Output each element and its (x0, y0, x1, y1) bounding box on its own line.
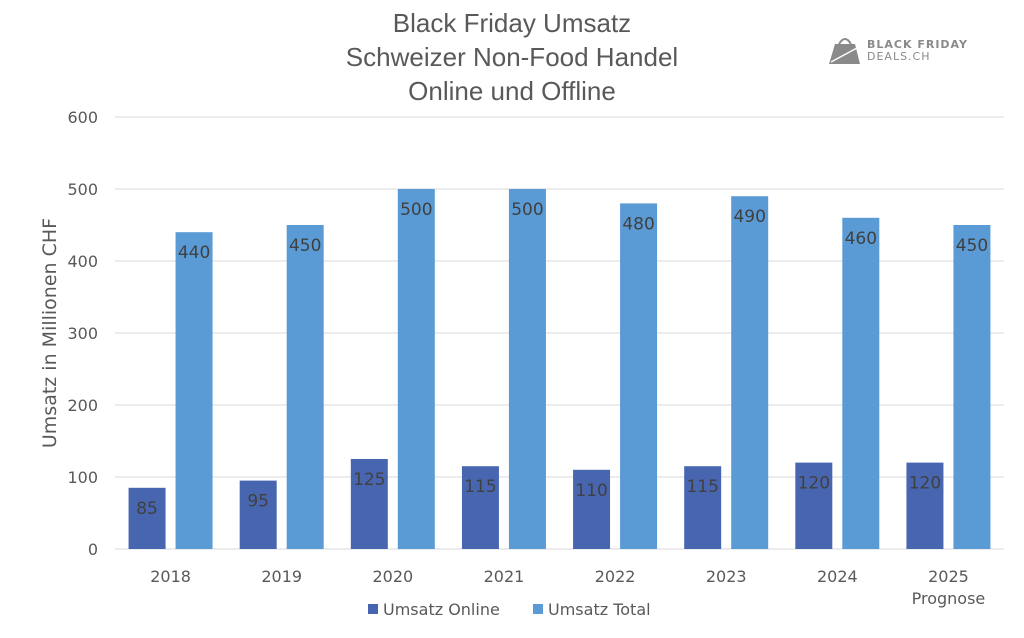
bar-total (508, 189, 546, 549)
x-tick-label: 2018 (150, 567, 191, 586)
logo: BLACK FRIDAY DEALS.CH (827, 36, 968, 66)
logo-line1: BLACK FRIDAY (867, 38, 968, 51)
bar-online (461, 466, 499, 549)
data-label: 450 (289, 236, 321, 256)
bar-total (620, 203, 658, 549)
y-tick-label: 600 (67, 108, 98, 127)
x-tick-label: 2025 (928, 567, 969, 586)
chart-title-line: Black Friday Umsatz (393, 8, 631, 38)
data-label: 120 (909, 474, 941, 494)
shopping-bag-icon (829, 38, 860, 64)
x-tick-label: 2022 (595, 567, 636, 586)
bar-total (175, 232, 213, 549)
data-label: 500 (511, 200, 543, 220)
data-label: 115 (464, 477, 496, 497)
data-label: 490 (733, 207, 765, 227)
data-label: 500 (400, 200, 432, 220)
data-label: 125 (353, 470, 385, 490)
bar-total (953, 225, 991, 549)
data-label: 110 (575, 481, 607, 501)
data-label: 450 (956, 236, 988, 256)
x-tick-label: 2024 (817, 567, 858, 586)
bar-online (350, 459, 388, 549)
bar-online (573, 469, 611, 549)
y-tick-label: 200 (67, 396, 98, 415)
legend-label: Umsatz Online (383, 600, 500, 619)
y-tick-label: 300 (67, 324, 98, 343)
bar-online (128, 487, 166, 549)
x-tick-label: 2020 (372, 567, 413, 586)
bar-total (731, 196, 769, 549)
legend-swatch (533, 604, 543, 614)
bar-total (286, 225, 324, 549)
legend-swatch (368, 604, 378, 614)
bar-online (684, 466, 722, 549)
x-tick-label: 2019 (261, 567, 302, 586)
data-label: 115 (686, 477, 718, 497)
data-label: 440 (178, 243, 210, 263)
bar-total (397, 189, 435, 549)
x-tick-label: 2021 (484, 567, 525, 586)
logo-line2: DEALS.CH (867, 50, 931, 63)
y-tick-label: 500 (67, 180, 98, 199)
bar-total (842, 217, 880, 550)
y-tick-label: 0 (88, 540, 98, 559)
y-axis-label: Umsatz in Millionen CHF (39, 218, 61, 448)
chart-title-line: Schweizer Non-Food Handel (346, 42, 678, 72)
y-tick-label: 100 (67, 468, 98, 487)
data-label: 120 (798, 474, 830, 494)
bar-online (239, 480, 277, 549)
bar-online (906, 462, 944, 549)
y-tick-label: 400 (67, 252, 98, 271)
x-tick-label: Prognose (912, 589, 986, 608)
data-label: 85 (136, 499, 158, 519)
bar-online (795, 462, 833, 549)
data-label: 95 (247, 492, 269, 512)
data-label: 480 (622, 214, 654, 234)
legend-label: Umsatz Total (548, 600, 651, 619)
chart-title-line: Online und Offline (408, 76, 616, 106)
data-label: 460 (845, 229, 877, 249)
x-tick-label: 2023 (706, 567, 747, 586)
